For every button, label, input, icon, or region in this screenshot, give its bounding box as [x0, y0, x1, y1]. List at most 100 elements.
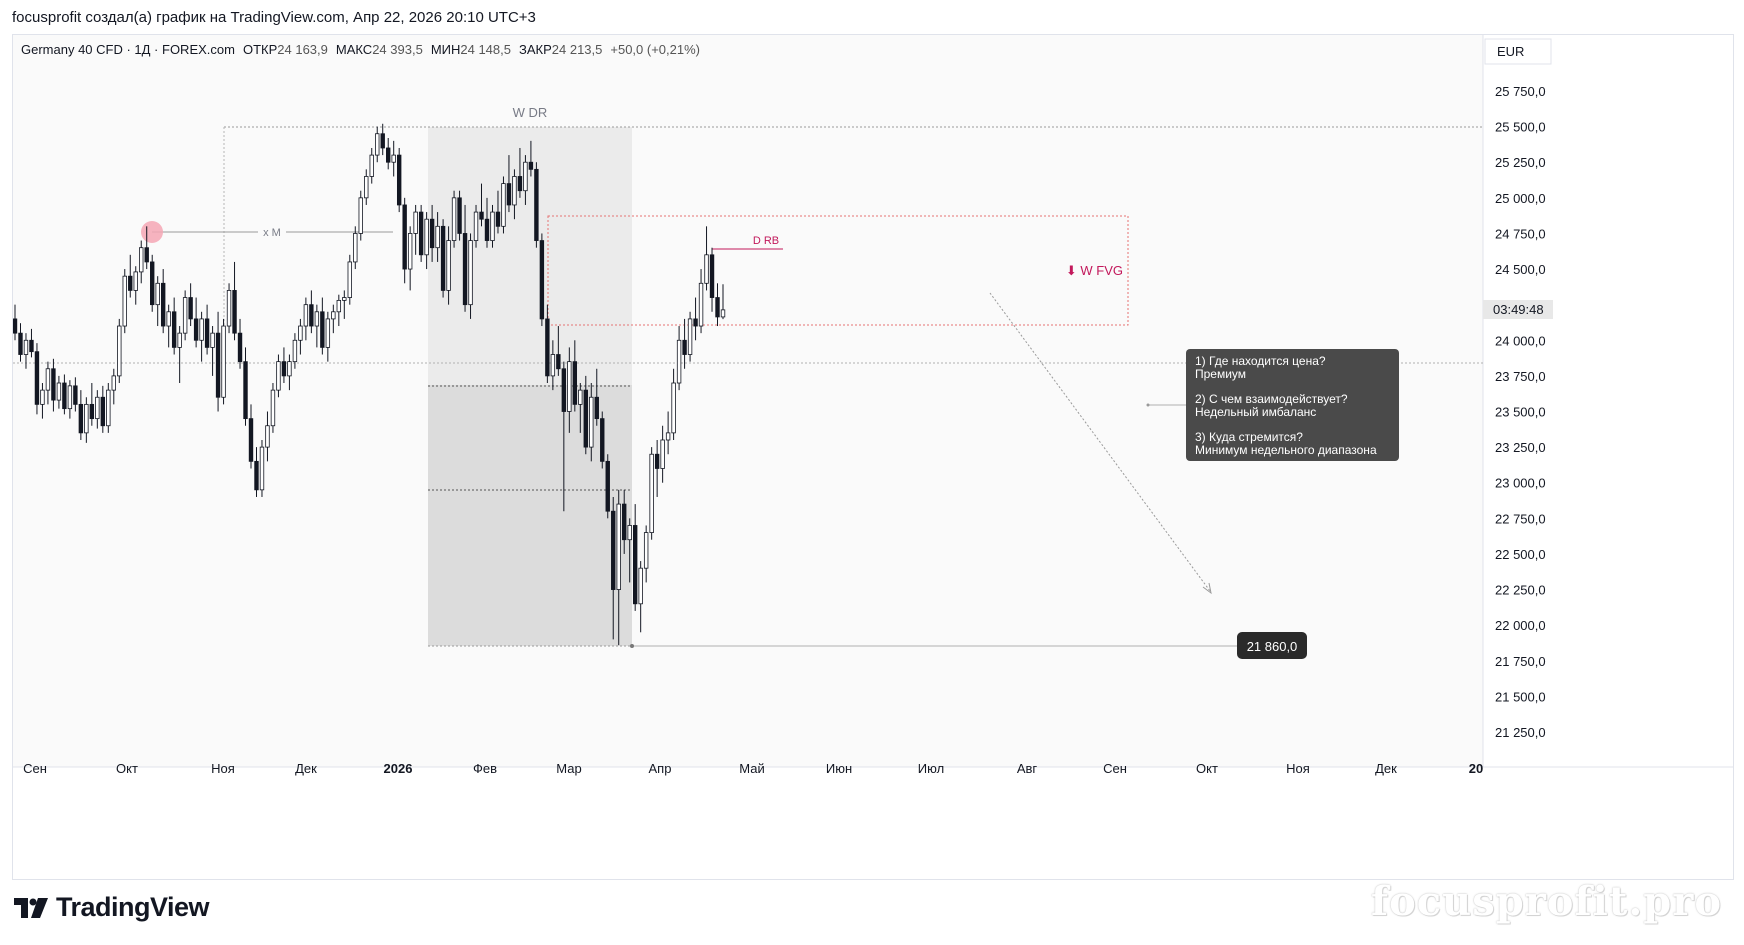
low-label: МИН: [431, 42, 461, 57]
price-marker-box[interactable]: [1237, 632, 1307, 659]
candle-down: [78, 403, 84, 434]
candle-down: [232, 290, 237, 334]
candle-up: [665, 432, 671, 441]
candle-down: [457, 197, 462, 234]
candle-up: [391, 154, 396, 163]
y-tick-label: 23 000,0: [1495, 476, 1546, 491]
candle-up: [106, 389, 111, 427]
y-tick-label: 25 500,0: [1495, 120, 1546, 135]
tradingview-logo[interactable]: TradingView: [14, 892, 210, 923]
candle-up: [270, 389, 276, 427]
note-line: Премиум: [1195, 367, 1246, 381]
candle-up: [210, 332, 215, 348]
candle-down: [188, 297, 193, 320]
y-tick-label: 24 500,0: [1495, 262, 1546, 277]
candle-down: [29, 339, 34, 353]
chart-caption: focusprofit создал(а) график на TradingV…: [12, 9, 536, 26]
candle-down: [254, 460, 259, 491]
symbol-name: Germany 40 CFD · 1Д · FOREX.com: [21, 42, 235, 57]
x-tick-label: Окт: [1196, 761, 1218, 776]
y-tick-label: 23 250,0: [1495, 440, 1546, 455]
currency-label: EUR: [1497, 44, 1524, 59]
candle-down: [605, 460, 610, 512]
candle-up: [303, 304, 309, 327]
candle-down: [160, 282, 166, 327]
xm-point-marker[interactable]: [141, 221, 163, 243]
y-tick-label: 22 000,0: [1495, 618, 1546, 633]
candlestick-series: [13, 123, 726, 646]
candle-up: [435, 225, 440, 249]
candle-down: [517, 176, 523, 192]
y-tick-label: 23 500,0: [1495, 405, 1546, 420]
candle-up: [226, 290, 232, 327]
y-tick-label: 22 250,0: [1495, 583, 1546, 598]
candle-up: [424, 218, 429, 256]
candle-up: [616, 503, 621, 590]
y-tick-label: 25 250,0: [1495, 155, 1546, 170]
wdr-box-lower: [428, 385, 632, 646]
candle-up: [325, 318, 331, 348]
candle-up: [265, 425, 270, 448]
x-tick-label: Окт: [116, 761, 138, 776]
candle-up: [221, 325, 226, 398]
note-line: 2) С чем взаимодействует?: [1195, 392, 1348, 406]
candle-up: [111, 375, 116, 391]
y-tick-label: 21 250,0: [1495, 725, 1546, 740]
currency-box[interactable]: [1484, 38, 1552, 65]
wfvg-label: ⬇ W FVG: [1066, 263, 1123, 278]
time-axis-labels: Сен Окт Ноя Дек 2026 Фев Мар Апр Май Июн Июл Авг Сен…: [23, 761, 1483, 776]
candle-up: [166, 311, 171, 327]
candle-down: [237, 332, 243, 363]
candle-up: [358, 197, 363, 234]
candle-up: [369, 154, 374, 177]
candle-down: [534, 168, 539, 241]
x-tick-label: Фев: [473, 761, 497, 776]
candle-down: [396, 154, 402, 206]
candle-down: [429, 218, 435, 249]
svg-text:Germany 40 CFD · 1Д · FOREX.co: Germany 40 CFD · 1Д · FOREX.com ОТКР24 16…: [21, 42, 700, 57]
candle-up: [347, 261, 352, 298]
x-tick-label: Ноя: [1286, 761, 1310, 776]
candle-up: [276, 361, 281, 391]
note-connector-dot: [1146, 403, 1150, 407]
fvg-box[interactable]: [547, 215, 1129, 326]
candle-down: [171, 311, 177, 348]
candle-down: [506, 183, 512, 206]
candle-up: [704, 254, 709, 284]
candle-up: [342, 297, 347, 301]
drb-label: D RB: [753, 235, 779, 247]
chart-frame[interactable]: W DR ⬇ W FVG x M D RB 21 860,0 1) Где на…: [12, 34, 1734, 880]
candle-down: [150, 261, 155, 306]
x-tick-label: 20: [1469, 761, 1483, 776]
candle-down: [13, 318, 18, 334]
candle-up: [512, 176, 517, 206]
price-axis[interactable]: [1483, 35, 1733, 767]
y-tick-label: 24 000,0: [1495, 333, 1546, 348]
candle-up: [95, 396, 100, 420]
y-tick-label: 22 750,0: [1495, 511, 1546, 526]
candle-up: [589, 396, 594, 448]
candle-down: [545, 318, 550, 377]
x-tick-label: 2026: [384, 761, 413, 776]
candle-down: [484, 218, 490, 241]
y-tick-label: 21 750,0: [1495, 654, 1546, 669]
projection-arrow-line[interactable]: [989, 292, 1211, 592]
x-tick-label: Июл: [918, 761, 944, 776]
candle-down: [632, 525, 638, 605]
candle-down: [402, 204, 407, 270]
candle-up: [490, 211, 495, 241]
candle-up: [413, 211, 418, 234]
candle-down: [479, 211, 484, 220]
candle-up: [468, 240, 473, 306]
candle-up: [67, 385, 73, 410]
candle-down: [682, 339, 687, 355]
candle-up: [638, 567, 643, 605]
price-chart[interactable]: W DR ⬇ W FVG x M D RB 21 860,0 1) Где на…: [13, 35, 1733, 879]
candle-down: [561, 368, 567, 412]
note-box[interactable]: [1186, 349, 1399, 461]
candle-down: [715, 297, 720, 318]
candle-down: [320, 311, 325, 348]
candle-down: [248, 418, 254, 462]
x-tick-label: Мар: [556, 761, 581, 776]
candle-up: [314, 311, 320, 327]
